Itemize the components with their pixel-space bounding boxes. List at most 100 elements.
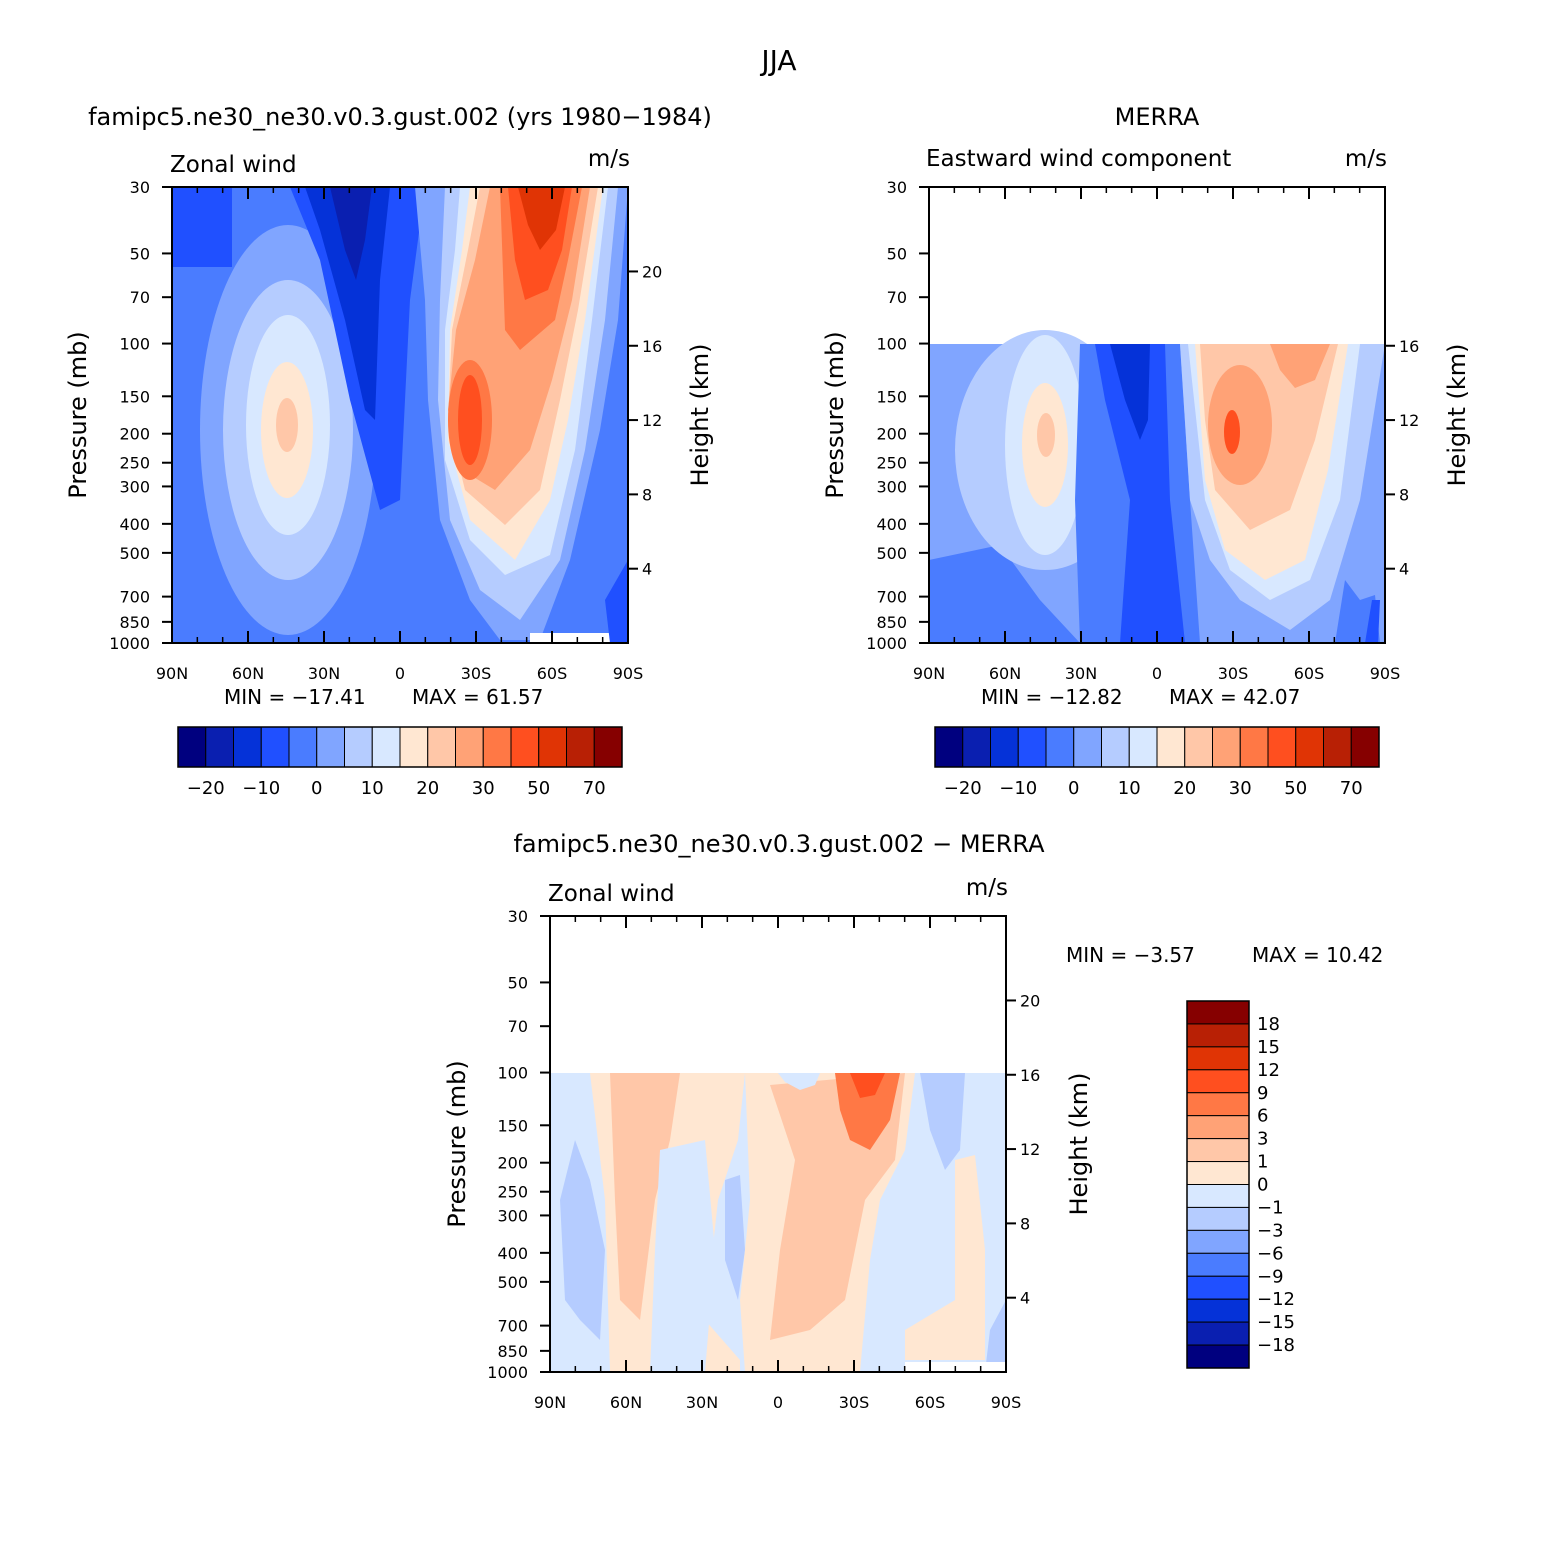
panel-model: famipc5.ne30_ne30.v0.3.gust.002 (yrs 198… [64, 103, 714, 799]
field-band-left-neg [560, 1140, 605, 1340]
colorbar-swatch [1156, 726, 1186, 768]
colorbar-swatch [1101, 726, 1130, 768]
colorbar-label: 30 [472, 778, 495, 799]
colorbar-label: 50 [527, 778, 550, 799]
colorbar-swatch [1186, 1161, 1250, 1185]
panel-diff-title: famipc5.ne30_ne30.v0.3.gust.002 − MERRA [513, 830, 1045, 858]
colorbar-swatch [510, 726, 540, 768]
x-tick-label: 30N [686, 1393, 718, 1412]
panel-obs-variable: Eastward wind component [926, 146, 1231, 172]
colorbar-label: −15 [1257, 1312, 1295, 1333]
panel-model-variable: Zonal wind [170, 152, 297, 178]
field-band-neg-mid-core [725, 1175, 745, 1300]
colorbar-swatch [427, 726, 456, 768]
colorbar-label: 70 [1340, 778, 1363, 799]
colorbar-label: 30 [1229, 778, 1252, 799]
x-tick-label: 90N [534, 1393, 566, 1412]
figure-title: JJA [759, 44, 796, 77]
field-band-surface-blue-2 [1365, 600, 1380, 643]
panel-diff-ylabel: Pressure (mb) [443, 1060, 471, 1227]
colorbar-swatch [371, 726, 401, 768]
colorbar-swatch [1073, 726, 1102, 768]
x-tick-label: 60N [610, 1393, 642, 1412]
colorbar-frame [1186, 1000, 1250, 1369]
panel-model-axes: 30 50 70 100 150 200 250 300 400 500 700 850 1000 20 1… [109, 178, 662, 683]
y-tick-label: 100 [497, 1064, 528, 1083]
colorbar-label: 20 [1173, 778, 1196, 799]
colorbar-swatch [1186, 1069, 1250, 1094]
y-tick-label: 500 [876, 544, 907, 563]
panel-model-ylabel-right: Height (km) [686, 344, 714, 487]
colorbar-label: 3 [1257, 1129, 1268, 1150]
x-tick-label: 0 [395, 664, 405, 683]
panel-diff-ylabel-right: Height (km) [1065, 1073, 1093, 1216]
x-tick-label: 0 [1152, 664, 1162, 683]
colorbar-frame [177, 726, 623, 768]
y-tick-label: 200 [876, 425, 907, 444]
colorbar-swatch [1186, 1046, 1250, 1071]
y-tick-label: 400 [119, 515, 150, 534]
y-right-tick-label: 8 [1020, 1214, 1030, 1233]
colorbar-swatch [1186, 1023, 1250, 1048]
field-band-surface-blue [605, 560, 628, 643]
field-band-pos-5 [835, 1073, 900, 1150]
y-tick-label: 30 [130, 178, 150, 197]
x-tick-label: 60S [915, 1393, 946, 1412]
x-tick-label: 60N [989, 664, 1021, 683]
field-band-pos-2 [610, 1073, 680, 1320]
colorbar-swatch [1128, 726, 1158, 768]
field-band-pos-6 [850, 1073, 885, 1098]
y-tick-label: 500 [119, 544, 150, 563]
y-tick-label: 850 [119, 613, 150, 632]
field-band-jet-n-peak [1037, 413, 1055, 457]
panel-diff-units: m/s [966, 875, 1008, 901]
y-tick-label: 70 [887, 288, 907, 307]
y-tick-label: 150 [119, 387, 150, 406]
colorbar-label: 10 [1118, 778, 1141, 799]
y-right-tick-label: 20 [1020, 991, 1040, 1010]
colorbar-swatch [1323, 726, 1352, 768]
field-band-neg-equator [778, 1073, 820, 1090]
y-tick-label: 1000 [109, 634, 150, 653]
x-tick-label: 30N [308, 664, 340, 683]
panel-obs-title: MERRA [1115, 103, 1200, 131]
panel-model-field [172, 187, 628, 643]
y-tick-label: 250 [119, 454, 150, 473]
x-tick-label: 90S [613, 664, 644, 683]
y-tick-label: 150 [497, 1116, 528, 1135]
panel-diff-max: MAX = 10.42 [1252, 943, 1383, 967]
panel-model-colorbar: −20 −10 0 10 20 30 50 70 [177, 726, 623, 799]
y-right-tick-label: 16 [1399, 337, 1419, 356]
colorbar-swatch [1295, 726, 1324, 768]
panel-obs-max: MAX = 42.07 [1169, 685, 1300, 709]
y-tick-label: 1000 [487, 1363, 528, 1382]
y-tick-label: 50 [887, 244, 907, 263]
colorbar-swatch [1239, 726, 1269, 768]
y-tick-label: 70 [130, 288, 150, 307]
y-right-tick-label: 16 [1020, 1066, 1040, 1085]
colorbar-label: 50 [1284, 778, 1307, 799]
panel-obs-units: m/s [1345, 146, 1387, 172]
y-right-tick-label: 12 [1399, 411, 1419, 430]
field-band-top-blank [929, 187, 1385, 344]
x-tick-label: 30S [1218, 664, 1249, 683]
colorbar-swatch [1186, 1298, 1250, 1323]
colorbar-label: 15 [1257, 1037, 1280, 1058]
colorbar-swatch [1267, 726, 1297, 768]
y-right-tick-label: 8 [1399, 485, 1409, 504]
colorbar-swatch [1045, 726, 1075, 768]
colorbar-swatch [177, 726, 207, 768]
colorbar-swatch [1184, 726, 1213, 768]
colorbar-swatch [1186, 1115, 1250, 1140]
colorbar-swatch [990, 726, 1019, 768]
y-tick-label: 50 [130, 244, 150, 263]
colorbar-label: −1 [1257, 1197, 1284, 1218]
y-tick-label: 700 [497, 1317, 528, 1336]
colorbar-swatch [566, 726, 595, 768]
panel-diff-axes: 30 50 70 100 150 200 250 300 400 500 700 850 1000 20 1… [487, 907, 1040, 1412]
y-right-tick-label: 20 [642, 262, 662, 281]
colorbar-swatch [593, 726, 623, 768]
colorbar-swatch [1350, 726, 1380, 768]
